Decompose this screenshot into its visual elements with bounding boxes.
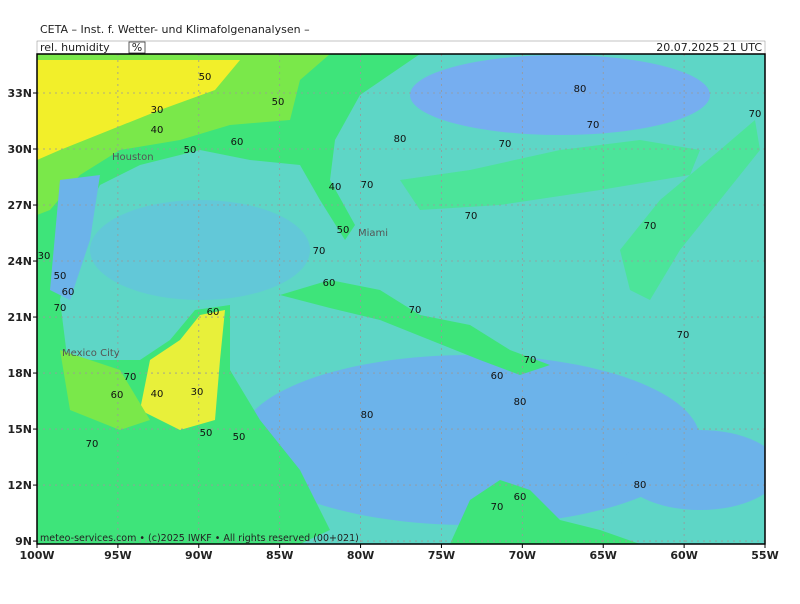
contour-labels: Miami Mexico City Houston 80 70 80 70 70 70 70 70 8…: [38, 72, 762, 513]
lat-label: 12N: [7, 479, 32, 492]
place-label: Mexico City: [62, 348, 120, 359]
lon-label: 65W: [590, 549, 617, 562]
lat-label: 30N: [7, 143, 32, 156]
contour-label: 60: [231, 137, 244, 148]
contour-label: 30: [191, 387, 204, 398]
contour-label: 80: [394, 134, 407, 145]
contour-label: 30: [151, 105, 164, 116]
lon-label: 80W: [347, 549, 374, 562]
field: [37, 54, 765, 544]
contour-label: 70: [587, 120, 600, 131]
contour-label: 70: [361, 180, 374, 191]
contour-label: 70: [313, 246, 326, 257]
contour-label: 50: [337, 225, 350, 236]
lon-label: 60W: [670, 549, 697, 562]
lat-label: 15N: [7, 423, 32, 436]
lon-label: 100W: [19, 549, 54, 562]
lon-label: 70W: [509, 549, 536, 562]
contour-label: 50: [272, 97, 285, 108]
contour-label: 70: [524, 355, 537, 366]
contour-label: 70: [491, 502, 504, 513]
contour-label: 80: [634, 480, 647, 491]
contour-label: 60: [62, 287, 75, 298]
plot-frame: [36, 53, 766, 545]
valid-time: 20.07.2025 21 UTC: [656, 41, 762, 54]
contour-label: 70: [54, 303, 67, 314]
contour-label: 60: [323, 278, 336, 289]
unit-label: %: [132, 41, 142, 54]
lat-label: 27N: [7, 199, 32, 212]
lon-label: 95W: [104, 549, 131, 562]
contour-label: 60: [111, 390, 124, 401]
contour-label: 70: [409, 305, 422, 316]
contour-label: 70: [124, 372, 137, 383]
contour-label: 50: [54, 271, 67, 282]
contour-label: 30: [38, 251, 51, 262]
place-label: Houston: [112, 152, 154, 163]
footer-credit: meteo-services.com • (c)2025 IWKF • All …: [40, 533, 359, 544]
contour-label: 80: [361, 410, 374, 421]
contour-label: 60: [491, 371, 504, 382]
contour-label: 60: [207, 307, 220, 318]
lon-label: 75W: [428, 549, 455, 562]
lat-label: 33N: [7, 87, 32, 100]
lat-label: 21N: [7, 311, 32, 324]
lat-label: 24N: [7, 255, 32, 268]
contour-label: 60: [514, 492, 527, 503]
contour-label: 50: [184, 145, 197, 156]
contour-label: 70: [86, 439, 99, 450]
lon-label: 85W: [266, 549, 293, 562]
place-label: Miami: [358, 228, 388, 239]
header-title: CETA – Inst. f. Wetter- und Klimafolgena…: [40, 23, 310, 36]
contour-label: 70: [499, 139, 512, 150]
contour-label: 70: [677, 330, 690, 341]
contour-label: 50: [233, 432, 246, 443]
variable-label: rel. humidity: [40, 41, 110, 54]
contour-label: 80: [574, 84, 587, 95]
contour-label: 40: [151, 125, 164, 136]
lon-label: 90W: [185, 549, 212, 562]
contour-label: 70: [465, 211, 478, 222]
contour-label: 80: [514, 397, 527, 408]
unit-box: [128, 41, 146, 54]
contour-label: 40: [329, 182, 342, 193]
contour-label: 40: [151, 389, 164, 400]
contour-label: 50: [199, 72, 212, 83]
contour-label: 50: [200, 428, 213, 439]
lon-label: 55W: [751, 549, 778, 562]
lat-label: 9N: [15, 535, 32, 548]
contour-label: 70: [644, 221, 657, 232]
lat-label: 18N: [7, 367, 32, 380]
contour-label: 70: [749, 109, 762, 120]
